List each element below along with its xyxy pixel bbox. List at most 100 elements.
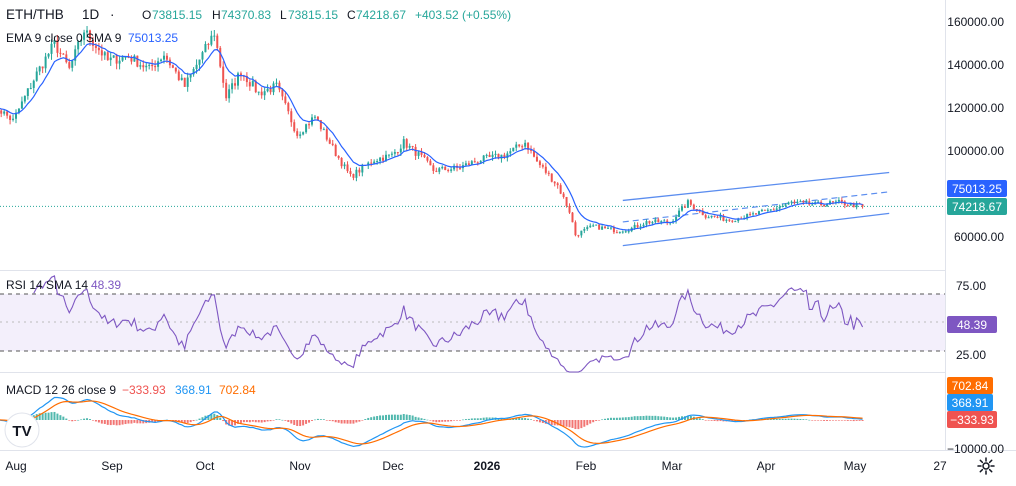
candle-body	[133, 55, 136, 62]
macd-histogram-bar	[846, 420, 849, 421]
ema-legend-label[interactable]: EMA 9 close 0 SMA 9	[6, 31, 122, 45]
high-label: H	[212, 8, 221, 22]
macd-histogram-bar	[467, 418, 470, 420]
macd-histogram-bar	[198, 418, 201, 420]
macd-histogram-bar	[248, 420, 251, 423]
macd-histogram-bar	[793, 418, 796, 420]
macd-histogram-bar	[281, 419, 284, 421]
change-value: +403.52 (+0.55%)	[415, 8, 511, 22]
macd-histogram-bar	[607, 418, 609, 420]
candle-body	[589, 225, 592, 228]
candle-body	[678, 210, 681, 217]
macd-histogram-bar	[541, 420, 544, 423]
candle-body	[47, 53, 50, 57]
rsi-legend-label[interactable]: RSI 14 SMA 14	[6, 278, 88, 292]
candle-body	[450, 169, 453, 171]
macd-legend-label[interactable]: MACD 12 26 close 9	[6, 383, 116, 397]
macd-histogram-bar	[485, 417, 488, 420]
symbol-title[interactable]: ETH/THB	[6, 7, 64, 22]
candle-body	[80, 39, 83, 42]
candle-body	[633, 224, 636, 228]
macd-histogram-bar	[376, 416, 379, 420]
candle-body	[284, 96, 287, 104]
candle-body	[423, 154, 426, 158]
candle-body	[417, 152, 420, 156]
macd-histogram-bar	[136, 420, 139, 424]
macd-histogram-bar	[245, 420, 248, 423]
candle-body	[53, 40, 56, 44]
candle-body	[704, 215, 707, 218]
candle-body	[479, 160, 482, 163]
macd-histogram-bar	[831, 420, 834, 421]
price-axis-label: 140000.00	[947, 58, 1004, 72]
candle-body	[692, 204, 695, 210]
candle-body	[701, 210, 704, 216]
candle-body	[731, 220, 734, 222]
candle-body	[562, 193, 565, 197]
candle-body	[337, 155, 340, 158]
macd-histogram-bar	[414, 416, 417, 420]
macd-histogram-bar	[180, 420, 183, 423]
tradingview-logo[interactable]: TV	[4, 412, 40, 448]
open-label: O	[142, 8, 151, 22]
channel-upper-line	[622, 171, 890, 202]
macd-histogram-bar	[210, 414, 213, 420]
macd-histogram-bar	[639, 416, 642, 420]
candle-body	[734, 221, 737, 223]
macd-histogram-bar	[112, 420, 115, 425]
candle-body	[163, 55, 165, 60]
macd-histogram-bar	[251, 420, 254, 422]
macd-histogram-bar	[479, 418, 482, 420]
macd-histogram-bar	[784, 418, 787, 420]
macd-histogram-bar	[861, 420, 864, 421]
interval-label[interactable]: 1D	[82, 7, 100, 22]
macd-histogram-bar	[83, 418, 86, 420]
macd-legend-hist: −333.93	[122, 383, 166, 397]
header-legend: ETH/THB 1D · O 73815.15 H 74370.83 L 738…	[6, 7, 511, 397]
candle-body	[553, 181, 556, 184]
candle-body	[429, 160, 432, 166]
candle-body	[817, 201, 820, 203]
candle-body	[757, 211, 760, 215]
candle-body	[328, 139, 331, 144]
macd-histogram-bar	[524, 417, 527, 420]
candle-body	[195, 64, 198, 69]
candle-body	[186, 77, 189, 87]
candle-body	[192, 68, 195, 75]
macd-histogram-bar	[340, 420, 343, 424]
candle-body	[592, 225, 595, 227]
macd-histogram-bar	[473, 418, 476, 420]
candle-body	[145, 65, 148, 68]
macd-histogram-bar	[615, 417, 618, 420]
candle-body	[755, 213, 757, 215]
time-axis-label: 27	[933, 459, 947, 473]
candle-body	[831, 201, 834, 203]
macd-histogram-bar	[405, 414, 408, 420]
macd-histogram-bar	[260, 420, 263, 423]
candle-body	[500, 154, 503, 159]
candle-body	[627, 231, 630, 233]
time-axis-label: Oct	[196, 459, 215, 473]
macd-histogram-bar	[444, 420, 447, 422]
candle-body	[497, 153, 500, 159]
candle-body	[103, 52, 106, 56]
macd-histogram-bar	[660, 416, 663, 420]
ema-badge	[947, 180, 1007, 197]
gear-icon[interactable]	[976, 456, 996, 476]
candle-body	[370, 162, 373, 164]
macd-histogram-bar	[672, 417, 675, 420]
macd-histogram-bar	[695, 417, 698, 420]
candle-body	[846, 205, 849, 207]
candle-body	[586, 227, 589, 230]
macd-histogram-bar	[580, 420, 583, 429]
candle-body	[852, 202, 855, 208]
candle-body	[503, 154, 506, 158]
candle-body	[299, 134, 302, 136]
macd-histogram-bar	[598, 420, 601, 421]
macd-histogram-bar	[201, 417, 204, 420]
macd-histogram-bar	[713, 420, 716, 421]
price-pane	[0, 26, 945, 247]
candle-body	[151, 64, 154, 67]
macd-histogram-bar	[787, 418, 790, 420]
